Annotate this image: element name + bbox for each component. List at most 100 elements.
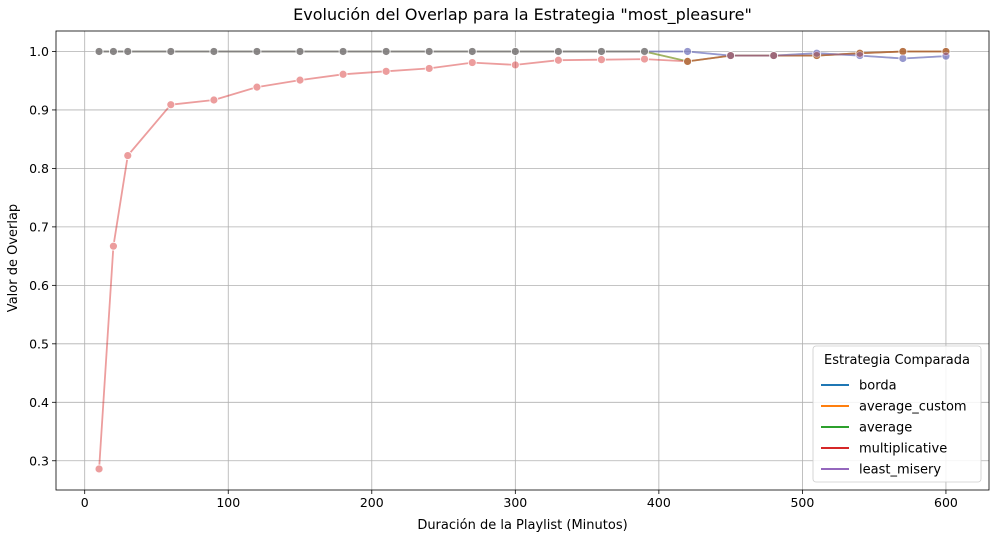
legend-box	[812, 345, 982, 483]
y-tick-label: 0.8	[29, 161, 49, 176]
series-line-borda	[99, 50, 946, 60]
data-point-borda	[94, 47, 104, 56]
series-borda	[94, 47, 951, 63]
data-point-borda	[553, 47, 563, 56]
data-point-least_misery	[467, 47, 477, 56]
x-tick-label: 400	[647, 495, 671, 510]
data-point-borda	[769, 51, 779, 60]
data-point-average_custom	[109, 47, 118, 56]
data-point-average	[123, 47, 133, 56]
data-point-least_misery	[424, 47, 434, 56]
data-point-least_misery	[683, 47, 692, 56]
data-point-least_misery	[597, 47, 606, 56]
data-point-borda	[812, 48, 822, 58]
data-point-least_misery	[338, 47, 348, 56]
data-point-borda	[252, 47, 262, 56]
x-tick-label: 300	[503, 495, 527, 510]
data-point-average_custom	[338, 47, 348, 56]
data-point-least_misery	[109, 47, 118, 56]
data-point-borda	[338, 47, 348, 56]
legend: Estrategia Comparada borda average_customa…	[812, 345, 982, 483]
data-point-average_custom	[812, 51, 822, 60]
data-point-multiplicative	[166, 100, 176, 110]
data-point-borda	[510, 47, 520, 56]
data-point-average	[855, 48, 865, 58]
data-point-multiplicative	[424, 64, 434, 73]
legend-label-multiplicative: multiplicative	[859, 442, 947, 457]
data-point-multiplicative	[123, 151, 133, 160]
legend-title: Estrategia Comparada	[824, 353, 970, 368]
data-point-least_misery	[252, 47, 262, 56]
data-point-multiplicative	[553, 55, 563, 65]
x-tick-label: 600	[934, 495, 958, 510]
data-point-multiplicative	[812, 51, 822, 60]
data-point-multiplicative	[726, 51, 736, 60]
data-point-least_misery	[510, 47, 520, 56]
data-point-borda	[109, 47, 118, 56]
data-point-multiplicative	[338, 69, 348, 79]
data-point-average	[510, 47, 520, 56]
data-point-average	[295, 47, 305, 56]
series-line-average	[99, 50, 946, 63]
data-point-multiplicative	[94, 464, 104, 474]
data-point-average	[683, 57, 692, 66]
data-point-multiplicative	[941, 47, 951, 56]
data-point-borda	[424, 47, 434, 56]
series-line-multiplicative	[98, 50, 946, 470]
plot-frame	[55, 30, 990, 491]
data-point-average_custom	[123, 47, 133, 56]
data-point-average_custom	[209, 47, 219, 56]
data-point-borda	[123, 47, 133, 56]
data-point-average	[381, 47, 391, 56]
data-point-average_custom	[769, 51, 779, 60]
axis-ticks: 0 100 200 300 400 500 600 0.3 0.4 0.5 0.6 0.7 0.8 0.9…	[29, 44, 958, 510]
data-point-borda	[898, 54, 908, 63]
data-point-average_custom	[855, 48, 865, 58]
legend-label-average: average	[859, 421, 912, 436]
data-point-average	[109, 47, 118, 56]
data-point-average	[166, 47, 176, 56]
data-point-average_custom	[381, 47, 391, 56]
data-point-average	[94, 47, 104, 56]
data-point-least_misery	[855, 51, 865, 60]
data-point-average	[726, 51, 736, 60]
data-point-multiplicative	[683, 57, 692, 66]
data-point-least_misery	[295, 47, 305, 56]
chart-title: Evolución del Overlap para la Estrategia…	[293, 5, 752, 25]
data-point-multiplicative	[510, 60, 520, 70]
data-point-average_custom	[252, 47, 262, 56]
data-point-least_misery	[381, 47, 391, 56]
series-multiplicative	[94, 47, 951, 474]
data-point-multiplicative	[381, 66, 391, 76]
data-point-average_custom	[166, 47, 176, 56]
data-point-least_misery	[209, 47, 219, 56]
y-tick-label: 1.0	[29, 44, 49, 59]
data-point-average_custom	[898, 47, 908, 56]
data-point-borda	[467, 47, 477, 56]
data-point-least_misery	[640, 47, 649, 56]
grid	[56, 31, 989, 490]
data-point-average	[812, 51, 822, 60]
legend-label-average_custom: average_custom	[859, 400, 967, 415]
x-tick-label: 200	[360, 495, 384, 510]
data-point-multiplicative	[855, 48, 865, 58]
data-point-borda	[941, 51, 951, 61]
y-tick-label: 0.3	[29, 453, 49, 468]
data-point-average_custom	[295, 47, 305, 56]
y-tick-label: 0.7	[29, 219, 49, 234]
data-point-multiplicative	[597, 55, 606, 65]
y-tick-label: 0.4	[29, 395, 49, 410]
series-least_misery	[94, 47, 951, 63]
x-axis-label: Duración de la Playlist (Minutos)	[417, 518, 627, 533]
data-point-average_custom	[941, 47, 951, 56]
series-average	[94, 47, 951, 66]
data-point-average_custom	[424, 47, 434, 56]
y-tick-label: 0.5	[29, 336, 49, 351]
legend-label-borda: borda	[859, 379, 897, 394]
data-point-multiplicative	[898, 47, 908, 56]
data-point-multiplicative	[467, 58, 477, 67]
data-point-borda	[683, 47, 692, 56]
data-point-average	[898, 47, 908, 56]
y-axis-label: Valor de Overlap	[6, 204, 21, 312]
data-point-average	[640, 47, 649, 56]
